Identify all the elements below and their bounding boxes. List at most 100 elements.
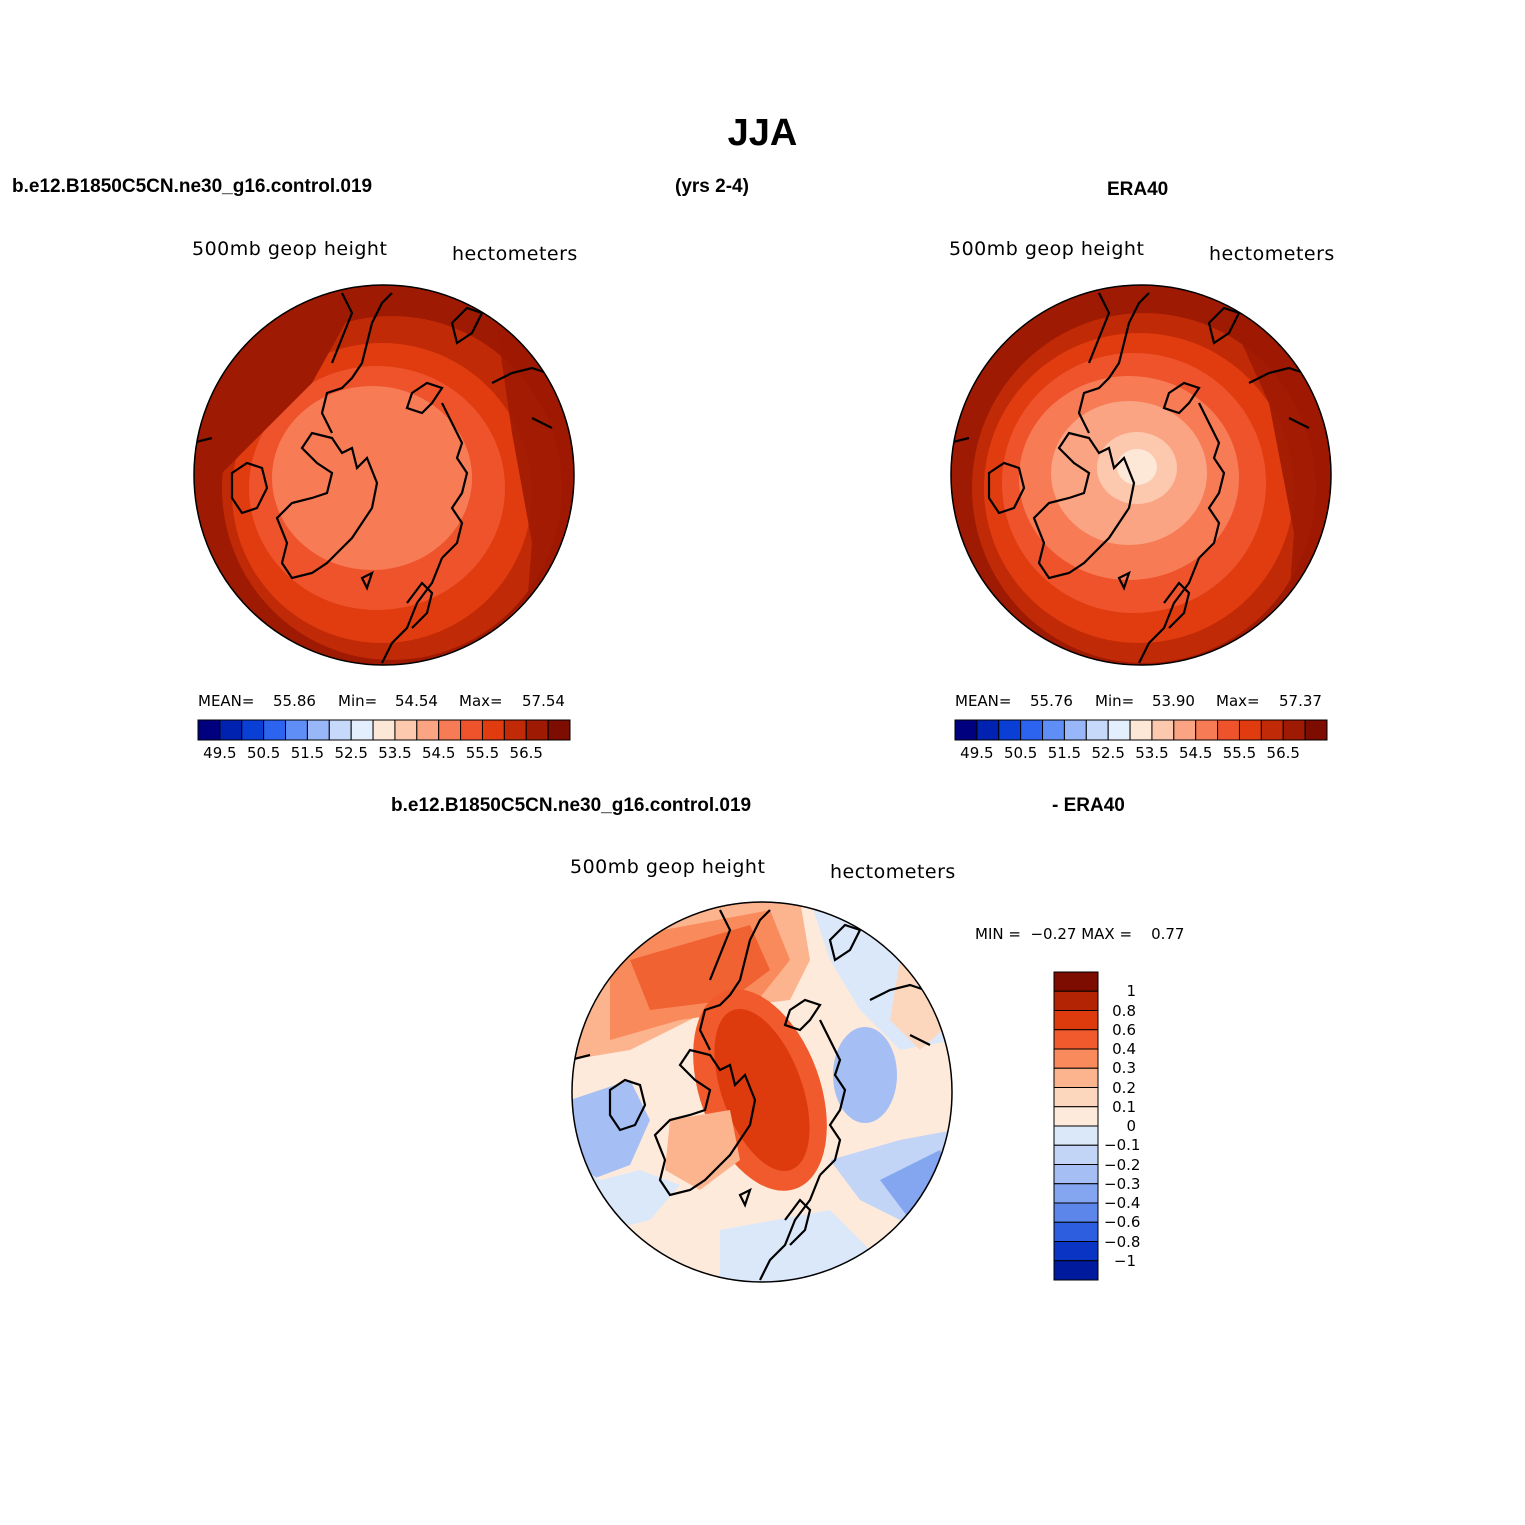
diff-header-left: b.e12.B1850C5CN.ne30_g16.control.019 (391, 795, 752, 816)
colorbar-tick-label: 0.6 (1112, 1020, 1136, 1039)
colorbar-swatch (503, 719, 527, 741)
colorbar-tick-label: −0.8 (1104, 1232, 1141, 1251)
panel1-mean: 55.86 (273, 692, 316, 710)
colorbar-swatch (1020, 719, 1044, 741)
colorbar-swatch (1053, 1241, 1099, 1262)
map-era40 (950, 284, 1332, 666)
colorbar-swatch (1053, 1087, 1099, 1108)
colorbar-swatch (1053, 1125, 1099, 1146)
map-difference (571, 901, 953, 1283)
panel1-mean-label: MEAN= (198, 692, 255, 710)
colorbar-swatch (547, 719, 571, 741)
colorbar-tick-label: 0.3 (1112, 1059, 1136, 1078)
colorbar-tick-label: 53.5 (378, 744, 412, 762)
colorbar-tick-label: −0.4 (1104, 1194, 1141, 1212)
diff-units: hectometers (830, 861, 956, 883)
colorbar-tick-label: 54.5 (1179, 744, 1213, 762)
colorbar-swatch (460, 719, 483, 741)
diff-minmax: MIN = −0.27 MAX = 0.77 (975, 925, 1185, 943)
panel2-variable: 500mb geop height (949, 238, 1145, 260)
colorbar-swatch (976, 719, 1000, 741)
panel2-mean-label: MEAN= (955, 692, 1012, 710)
colorbar-swatch (263, 719, 287, 741)
panel2-min-label: Min= (1095, 692, 1135, 710)
colorbar-tick-label: 52.5 (334, 744, 368, 762)
colorbar-swatch (219, 719, 243, 741)
colorbar-difference (1053, 971, 1099, 1281)
colorbar-tick-label: 49.5 (960, 744, 994, 762)
colorbar-tick-label: −1 (1113, 1251, 1136, 1270)
colorbar-tick-label: 1 (1126, 982, 1136, 1001)
colorbar-tick-label: 52.5 (1091, 744, 1125, 762)
panel2-mean: 55.76 (1030, 692, 1073, 710)
colorbar-tick-label: −0.3 (1104, 1174, 1141, 1193)
colorbar-swatch (998, 719, 1022, 741)
colorbar-tick-label: 56.5 (1266, 744, 1300, 762)
colorbar-swatch (416, 719, 440, 741)
colorbar-swatch (372, 719, 396, 741)
panel2-units: hectometers (1209, 243, 1335, 265)
colorbar-swatch (1053, 1202, 1099, 1223)
colorbar-swatch (481, 719, 505, 741)
colorbar-tick-label: −0.2 (1104, 1155, 1141, 1174)
colorbar-swatch (328, 719, 352, 741)
panel1-units: hectometers (452, 243, 578, 265)
colorbar-swatch (1042, 719, 1065, 741)
colorbar-swatch (241, 719, 265, 741)
colorbar-tick-label: 53.5 (1135, 744, 1169, 762)
colorbar-tick-label: 49.5 (203, 744, 237, 762)
colorbar-swatch (1217, 719, 1240, 741)
colorbar-swatch (438, 719, 462, 741)
panel1-min: 54.54 (395, 692, 438, 710)
colorbar-model-ticks: 49.5 50.5 51.5 52.5 53.5 54.5 55.5 56.5 (198, 744, 570, 764)
coastlines (194, 292, 553, 664)
diff-header-right: - ERA40 (1052, 795, 1125, 816)
header-left: b.e12.B1850C5CN.ne30_g16.control.019 (12, 176, 373, 197)
colorbar-tick-label: 0.8 (1112, 1001, 1136, 1020)
colorbar-tick-label: −0.6 (1104, 1213, 1141, 1232)
colorbar-swatch (1260, 719, 1284, 741)
colorbar-tick-label: 55.5 (1222, 744, 1257, 762)
colorbar-tick-label: 56.5 (509, 744, 543, 762)
colorbar-swatch (1053, 1010, 1099, 1031)
colorbar-swatch (1195, 719, 1219, 741)
panel1-max: 57.54 (522, 692, 565, 710)
panel1-variable: 500mb geop height (192, 238, 388, 260)
colorbar-swatch (1053, 990, 1099, 1011)
colorbar-tick-label: 55.5 (465, 744, 500, 762)
colorbar-tick-label: 50.5 (246, 744, 281, 762)
colorbar-swatch (285, 719, 308, 741)
panel2-min: 53.90 (1152, 692, 1195, 710)
colorbar-swatch (394, 719, 418, 741)
colorbar-swatch (1053, 1029, 1099, 1050)
colorbar-swatch (1053, 1260, 1099, 1281)
map-model (193, 284, 575, 666)
colorbar-tick-label: 50.5 (1003, 744, 1038, 762)
panel1-max-label: Max= (459, 692, 503, 710)
colorbar-swatch (1151, 719, 1175, 741)
colorbar-swatch (1053, 1164, 1099, 1185)
colorbar-model (197, 719, 571, 741)
panel2-max: 57.37 (1279, 692, 1322, 710)
colorbar-era40 (954, 719, 1328, 741)
colorbar-swatch (1053, 971, 1099, 992)
header-center: (yrs 2-4) (675, 176, 749, 197)
colorbar-swatch (1282, 719, 1306, 741)
colorbar-swatch (525, 719, 549, 741)
colorbar-swatch (1053, 1183, 1099, 1204)
colorbar-swatch (1063, 719, 1087, 741)
colorbar-tick-label: 51.5 (290, 744, 325, 762)
panel1-min-label: Min= (338, 692, 378, 710)
colorbar-tick-label: 0.4 (1112, 1040, 1136, 1058)
colorbar-swatch (1053, 1106, 1099, 1127)
colorbar-swatch (306, 719, 330, 741)
diff-variable: 500mb geop height (570, 856, 766, 878)
coastlines (572, 909, 931, 1281)
colorbar-swatch (1304, 719, 1328, 741)
colorbar-swatch (1238, 719, 1262, 741)
colorbar-swatch (1173, 719, 1197, 741)
coastlines (951, 292, 1310, 664)
colorbar-swatch (1053, 1067, 1099, 1088)
colorbar-tick-label: 0 (1126, 1117, 1136, 1135)
colorbar-swatch (1053, 1144, 1099, 1165)
